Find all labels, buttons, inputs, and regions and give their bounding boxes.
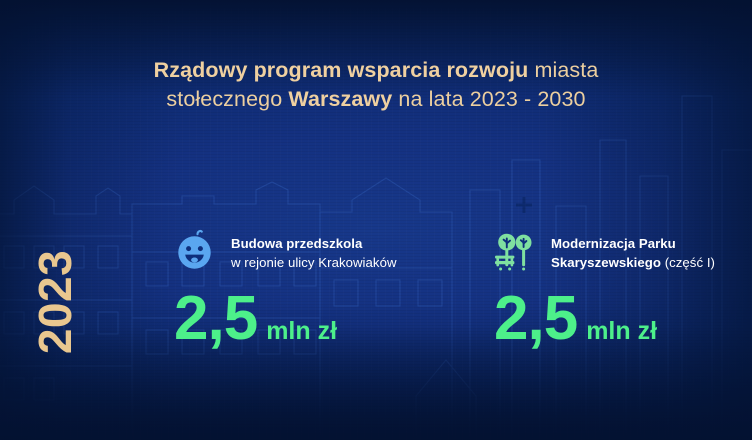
amount-unit: mln zł <box>586 317 658 345</box>
project-item-subtitle-note: (część I) <box>660 254 715 270</box>
project-item-title: Modernizacja Parku <box>551 236 676 251</box>
title-line-2-normal-b: na lata 2023 - 2030 <box>392 86 586 111</box>
project-item-labels: Budowa przedszkola w rejonie ulicy Krako… <box>231 231 397 272</box>
title-line-2: stołecznego Warszawy na lata 2023 - 2030 <box>0 85 752 114</box>
project-item-subtitle-bold: Skaryszewskiego <box>551 254 661 270</box>
title-line-2-bold: Warszawy <box>288 86 393 111</box>
project-item-title: Budowa przedszkola <box>231 236 363 251</box>
baby-face-icon <box>172 228 218 274</box>
project-item-przedszkole: Budowa przedszkola w rejonie ulicy Krako… <box>172 228 397 350</box>
park-trees-bench-icon <box>492 228 538 274</box>
project-item-subtitle: Skaryszewskiego (część I) <box>551 254 715 273</box>
title-line-2-normal-a: stołecznego <box>166 86 289 111</box>
project-item-labels: Modernizacja Parku Skaryszewskiego (częś… <box>551 231 715 272</box>
page-title: Rządowy program wsparcia rozwoju miasta … <box>0 56 752 114</box>
project-item-header: Modernizacja Parku Skaryszewskiego (częś… <box>492 231 715 274</box>
title-line-1-normal: miasta <box>528 58 599 82</box>
project-item-amount: 2,5 mln zł <box>494 288 715 350</box>
amount-number: 2,5 <box>174 284 258 353</box>
title-line-1-bold: Rządowy program wsparcia rozwoju <box>153 58 529 82</box>
project-item-subtitle: w rejonie ulicy Krakowiaków <box>231 254 397 270</box>
project-item-amount: 2,5 mln zł <box>174 288 397 350</box>
project-item-park: Modernizacja Parku Skaryszewskiego (częś… <box>492 231 715 350</box>
amount-unit: mln zł <box>266 317 338 345</box>
amount-number: 2,5 <box>494 284 578 353</box>
project-item-header: Budowa przedszkola w rejonie ulicy Krako… <box>172 228 397 274</box>
title-line-1: Rządowy program wsparcia rozwoju miasta <box>0 56 752 85</box>
year-label: 2023 <box>29 249 81 355</box>
year-badge: 2023 <box>29 232 81 372</box>
